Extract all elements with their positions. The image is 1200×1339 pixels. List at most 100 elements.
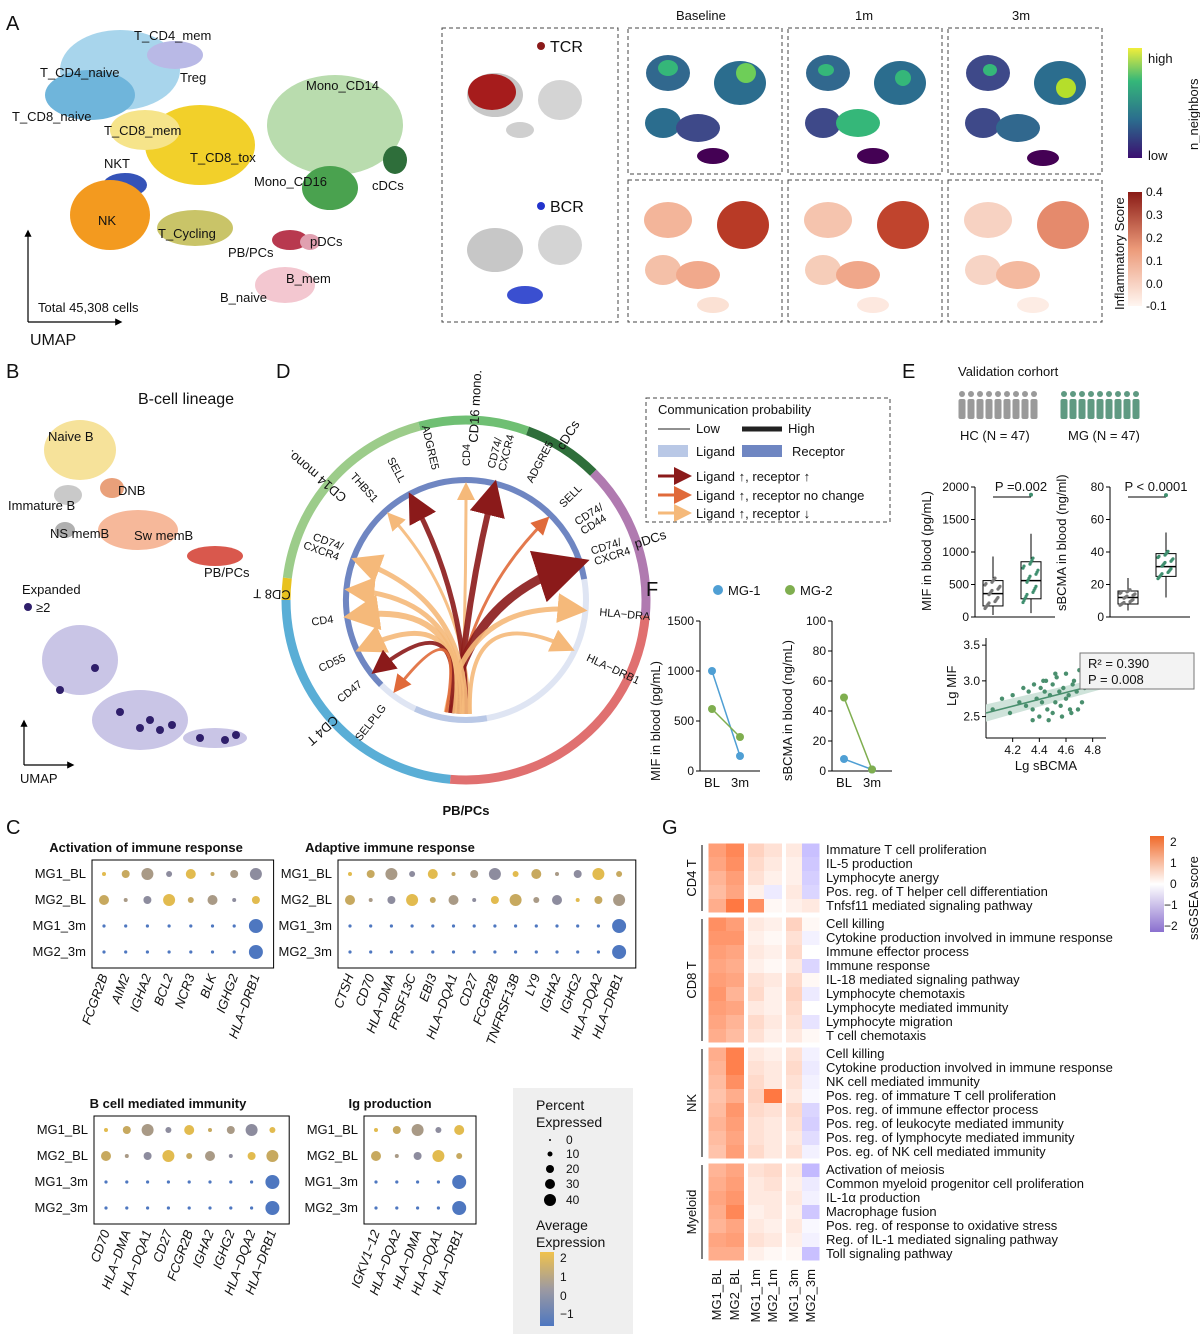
heat-cell (786, 1075, 802, 1089)
heat-cell (786, 945, 802, 959)
series-line (843, 697, 873, 770)
cluster-label: PB/PCs (204, 565, 250, 580)
legend-title: Communication probability (658, 402, 812, 417)
dot-legend: Percent Expressed 0 10 20 30 40 Average … (536, 1097, 605, 1326)
data-point (1034, 696, 1039, 701)
heat-cell (786, 1205, 802, 1219)
person-icon-mg (1124, 391, 1130, 397)
dot (143, 1152, 152, 1160)
heat-cell (802, 1029, 820, 1043)
person-icon-hc (976, 399, 984, 419)
b-umap-axes: UMAP (20, 719, 75, 786)
dot (472, 950, 476, 954)
tick-label: 60 (813, 674, 827, 688)
panel-f-letter: F (646, 579, 658, 601)
dot (431, 950, 435, 954)
heat-cell (708, 931, 726, 945)
data-point (1053, 700, 1058, 705)
heat-cell (748, 1029, 764, 1043)
tick-label: 1000 (667, 664, 694, 678)
outlier (1029, 492, 1033, 497)
pathway-label: Toll signaling pathway (826, 1246, 953, 1261)
heat-cell (786, 959, 802, 973)
chord-link (343, 594, 462, 714)
data-point (1058, 703, 1063, 709)
tick-label: 0 (687, 764, 694, 778)
data-point (1042, 689, 1047, 694)
heat-cell (786, 1061, 802, 1075)
dotplot-frame (91, 859, 275, 969)
cluster-label: Mono_CD16 (254, 174, 327, 189)
outlier (1164, 493, 1168, 498)
legend-arrow-1: Ligand ↑, receptor ↑ (696, 469, 810, 484)
data-point (736, 752, 744, 760)
chord-legend-box (645, 397, 891, 523)
dot (265, 1175, 280, 1189)
data-point (984, 581, 988, 586)
data-point (1057, 689, 1062, 694)
data-point (996, 595, 1000, 600)
heat-cell (748, 1191, 764, 1205)
pathway-label: Lymphocyte anergy (826, 870, 939, 885)
heat-cell (726, 1089, 744, 1103)
dot (371, 1151, 381, 1161)
tick-label: 1500 (667, 614, 694, 628)
dot (124, 924, 128, 928)
dot (533, 897, 540, 903)
block-frame (707, 1046, 821, 1160)
heat-cell (802, 1247, 820, 1261)
panel-c-letter: C (6, 817, 20, 839)
heat-cell (764, 857, 782, 871)
pathway-label: Immune effector process (826, 944, 969, 959)
umap-axes: Total 45,308 cells UMAP (24, 229, 139, 349)
heat-cell (726, 931, 744, 945)
person-icon-hc (967, 399, 975, 419)
pathway-label: Cell killing (826, 1046, 885, 1061)
heat-cell (802, 885, 820, 899)
y-axis-label: MIF in blood (pg/mL) (919, 491, 934, 611)
receptor-label: HLA−DRA (599, 607, 652, 623)
heat-cell (764, 885, 782, 899)
pct-tick: 30 (566, 1177, 580, 1191)
heat-cell (786, 1145, 802, 1159)
heat-cell (748, 1089, 764, 1103)
dot (102, 872, 106, 876)
tick: 0.1 (1146, 254, 1163, 268)
tick-label: 0 (1097, 610, 1104, 624)
dot (576, 924, 580, 928)
dot (125, 1206, 129, 1210)
legend-title: Expressed (536, 1114, 602, 1130)
dot (124, 950, 128, 954)
cluster-label: B_mem (286, 271, 331, 286)
heat-cell (726, 857, 744, 871)
pathway-label: Cell killing (826, 916, 885, 931)
heat-cell (726, 1233, 744, 1247)
dot (167, 950, 171, 954)
person-icon-mg (1115, 391, 1121, 397)
dot (394, 1154, 399, 1158)
chord-sector (281, 599, 451, 784)
column-label: MG2_1m (765, 1269, 780, 1322)
sector-label: cDCs (553, 417, 583, 452)
dot (345, 895, 355, 905)
heat-cell (726, 1029, 744, 1043)
dot (389, 924, 393, 928)
avg-tick: −1 (560, 1307, 574, 1321)
dot (432, 1150, 445, 1162)
pathway-label: Tnfsf11 mediated signaling pathway (826, 898, 1033, 913)
heat-cell (802, 1047, 820, 1061)
heat-cell (786, 885, 802, 899)
heat-cell (726, 1131, 744, 1145)
series-line (711, 708, 741, 738)
heat-cell (748, 987, 764, 1001)
expanded-dot (24, 603, 32, 611)
heat-cell (748, 945, 764, 959)
data-point (1010, 692, 1015, 698)
heat-cell (726, 959, 744, 973)
sector-label: pDCs (632, 527, 668, 551)
legend-mg2-dot (785, 585, 795, 595)
block-frame (707, 916, 821, 1044)
dot (534, 924, 538, 928)
umap-cluster-labels: T_CD4_mem T_CD4_naive Treg T_CD8_naive T… (12, 28, 404, 305)
